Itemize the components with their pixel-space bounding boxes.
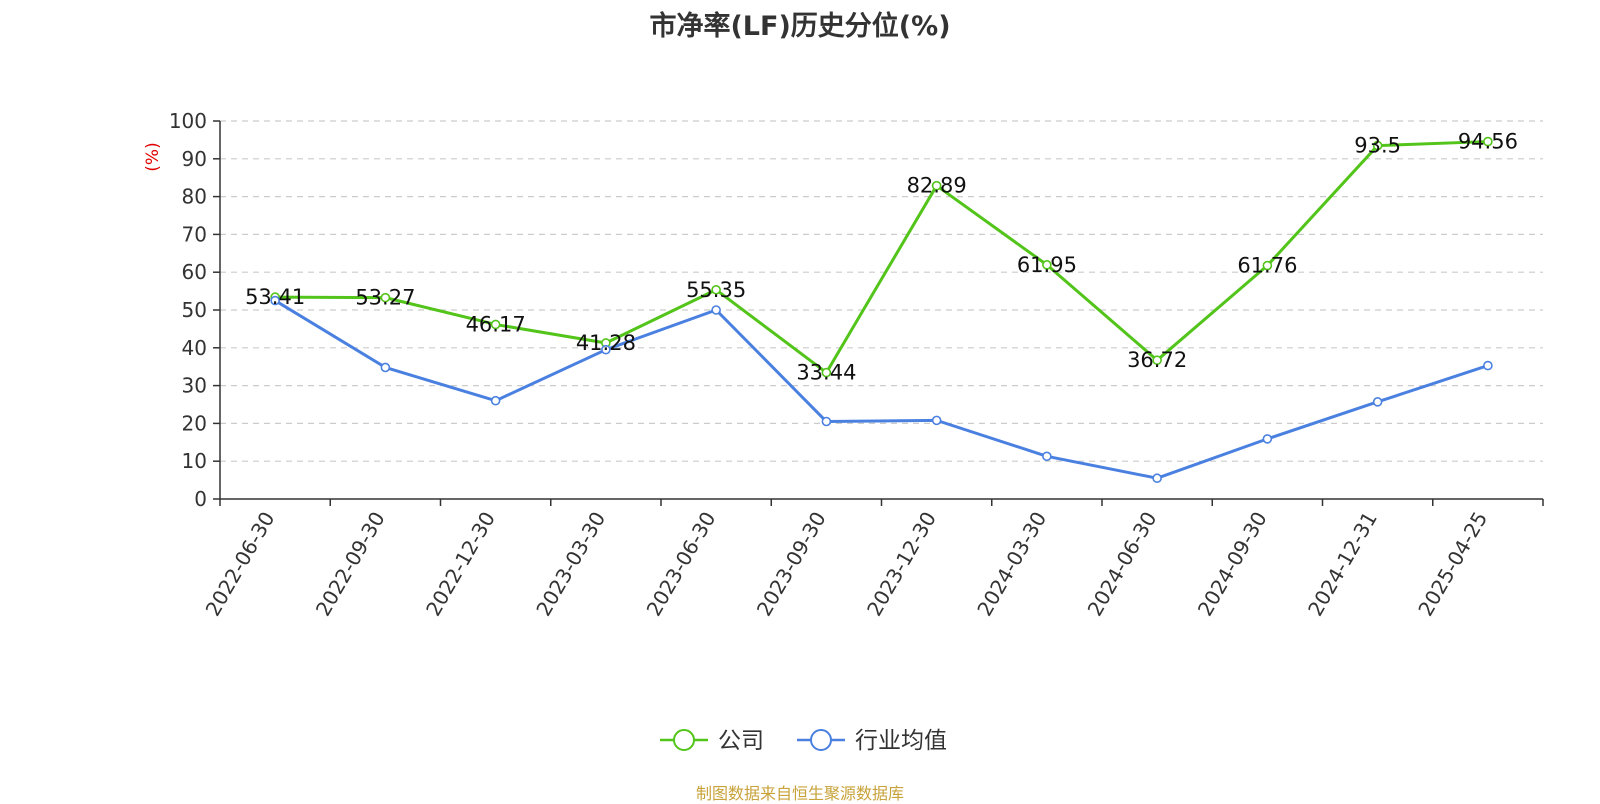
y-tick-label: 10	[182, 449, 207, 473]
data-label: 53.41	[245, 285, 305, 309]
grid-lines	[220, 120, 1543, 462]
x-tick-label: 2022-06-30	[201, 508, 280, 621]
data-label: 93.5	[1354, 134, 1401, 158]
data-point	[1262, 434, 1273, 444]
y-tick-label: 50	[182, 298, 207, 322]
data-label: 53.27	[355, 286, 415, 310]
data-point	[490, 319, 501, 330]
data-point	[1483, 136, 1493, 147]
data-label: 94.56	[1458, 130, 1518, 154]
data-label: 46.17	[466, 312, 526, 336]
data-label: 82.89	[907, 174, 967, 198]
data-point	[1042, 260, 1052, 270]
chart-title: 市净率(LF)历史分位(%)	[649, 11, 951, 42]
legend-entry: 公司	[718, 728, 764, 754]
x-tick-label: 2023-06-30	[642, 508, 721, 621]
data-point	[1372, 397, 1383, 407]
data-point	[380, 292, 391, 303]
series	[270, 136, 1493, 484]
data-label: 36.72	[1127, 348, 1187, 372]
data-point	[1042, 451, 1052, 462]
x-tick-label: 2025-04-25	[1413, 508, 1492, 621]
data-labels: 53.41 53.27 46.17 41.28 55.35 33.44 82.89 61.95…	[245, 130, 1518, 385]
x-tick-label: 2022-09-30	[311, 508, 390, 621]
legend: 公司 行业均值	[660, 728, 947, 754]
data-point	[931, 180, 942, 191]
data-point	[1372, 140, 1383, 151]
x-tick-label: 2024-09-30	[1193, 508, 1272, 621]
series-line	[275, 140, 1488, 375]
legend-marker	[673, 729, 695, 751]
data-point	[821, 367, 832, 378]
series-line	[274, 299, 1489, 480]
data-point	[931, 415, 942, 426]
data-point	[1483, 360, 1493, 371]
data-point	[821, 416, 832, 427]
x-tick-label: 2024-12-31	[1303, 508, 1382, 621]
data-point	[270, 295, 280, 306]
legend-marker	[810, 729, 832, 751]
y-tick-label: 30	[182, 374, 207, 398]
y-tick-label: 100	[169, 109, 207, 133]
data-point	[380, 362, 391, 373]
data-label: 55.35	[686, 278, 746, 302]
y-tick-label: 20	[182, 411, 207, 435]
x-tick-label: 2023-03-30	[531, 508, 610, 621]
x-tick-label: 2022-12-30	[421, 508, 500, 621]
y-tick-label: 80	[182, 185, 207, 209]
x-tick-label: 2023-12-30	[862, 508, 941, 621]
legend-entry: 行业均值	[855, 728, 947, 754]
y-tick-label: 40	[182, 336, 207, 360]
data-label: 41.28	[576, 331, 636, 355]
data-point	[490, 395, 501, 406]
y-axis-label: (%)	[143, 142, 163, 171]
data-point	[601, 344, 611, 355]
y-tick-label: 60	[182, 260, 207, 284]
data-point	[1152, 355, 1162, 365]
data-label: 61.76	[1237, 254, 1297, 278]
data-point	[1262, 260, 1273, 271]
data-point	[711, 284, 721, 295]
data-point	[711, 305, 721, 315]
data-label: 33.44	[796, 361, 856, 385]
y-tick-label: 70	[182, 222, 207, 246]
x-tick-label: 2024-03-30	[972, 508, 1051, 621]
y-tick-label: 0	[194, 487, 207, 511]
source-note: 制图数据来自恒生聚源数据库	[695, 784, 904, 803]
data-label: 61.95	[1017, 253, 1077, 277]
data-point	[1152, 473, 1162, 484]
x-tick-label: 2024-06-30	[1083, 508, 1162, 621]
y-tick-label: 90	[182, 147, 207, 171]
x-tick-label: 2023-09-30	[752, 508, 831, 621]
